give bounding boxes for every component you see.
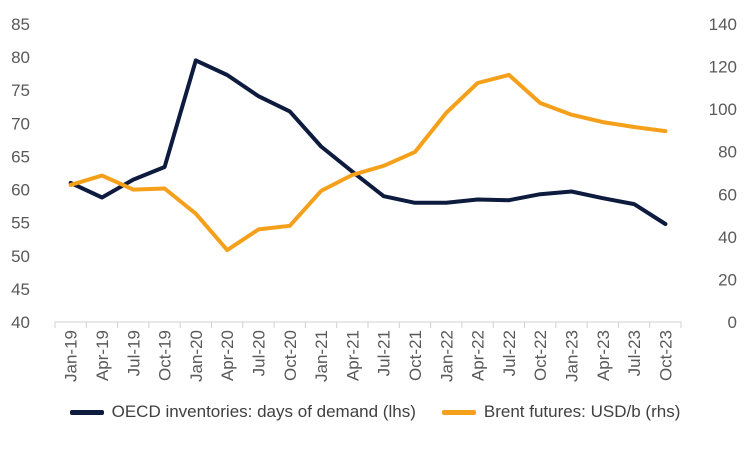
legend: OECD inventories: days of demand (lhs) B… [0, 402, 750, 422]
legend-label-oecd: OECD inventories: days of demand (lhs) [111, 402, 416, 421]
right-axis-ticks: 0 20 40 60 80 100 120 140 [709, 15, 737, 332]
right-tick-label: 20 [718, 270, 737, 289]
left-tick-label: 80 [11, 48, 30, 67]
right-tick-label: 80 [718, 143, 737, 162]
x-tick-label: Jan-21 [312, 330, 331, 382]
left-tick-label: 55 [11, 214, 30, 233]
series-line-brent [68, 72, 668, 253]
x-tick-label: Apr-19 [93, 330, 112, 381]
legend-swatch-oecd [69, 409, 104, 415]
right-tick-label: 140 [709, 15, 737, 34]
x-tick-label: Jul-22 [500, 330, 519, 376]
right-tick-label: 100 [709, 100, 737, 119]
x-tick-label: Apr-20 [218, 330, 237, 381]
right-tick-label: 60 [718, 185, 737, 204]
right-tick-label: 40 [718, 228, 737, 247]
x-tick-label: Jan-20 [187, 330, 206, 382]
x-tick-label: Oct-21 [406, 330, 425, 381]
left-tick-label: 75 [11, 81, 30, 100]
x-tick-label: Jul-23 [625, 330, 644, 376]
right-tick-label: 120 [709, 58, 737, 77]
series-line-oecd [68, 58, 668, 226]
x-tick-label: Jul-20 [249, 330, 268, 376]
x-tick-label: Jul-21 [375, 330, 394, 376]
x-tick-label: Oct-20 [281, 330, 300, 381]
x-tick-label: Jan-22 [437, 330, 456, 382]
left-tick-label: 45 [11, 280, 30, 299]
x-axis-ticks: Jan-19 Apr-19 Jul-19 Oct-19 Jan-20 Apr-20 Jul-… [62, 330, 676, 382]
x-tick-label: Jan-23 [562, 330, 581, 382]
left-tick-label: 65 [11, 147, 30, 166]
left-tick-label: 70 [11, 114, 30, 133]
x-tick-label: Apr-22 [469, 330, 488, 381]
x-tick-label: Oct-22 [531, 330, 550, 381]
x-tick-label: Oct-19 [156, 330, 175, 381]
x-tick-label: Jul-19 [124, 330, 143, 376]
left-tick-label: 50 [11, 247, 30, 266]
chart-axes [54, 321, 682, 328]
right-tick-label: 0 [728, 313, 737, 332]
legend-label-brent: Brent futures: USD/b (rhs) [483, 402, 681, 421]
left-tick-label: 60 [11, 181, 30, 200]
legend-swatch-brent [441, 409, 476, 415]
x-tick-label: Apr-21 [343, 330, 362, 381]
series-lines [68, 58, 668, 253]
left-tick-label: 40 [11, 313, 30, 332]
x-tick-label: Jan-19 [62, 330, 81, 382]
x-tick-label: Oct-23 [656, 330, 675, 381]
left-axis-ticks: 40 45 50 55 60 65 70 75 80 85 [11, 15, 30, 332]
legend-item-brent: Brent futures: USD/b (rhs) [441, 402, 681, 422]
legend-item-oecd: OECD inventories: days of demand (lhs) [69, 402, 416, 422]
x-tick-label: Apr-23 [594, 330, 613, 381]
left-tick-label: 85 [11, 15, 30, 34]
